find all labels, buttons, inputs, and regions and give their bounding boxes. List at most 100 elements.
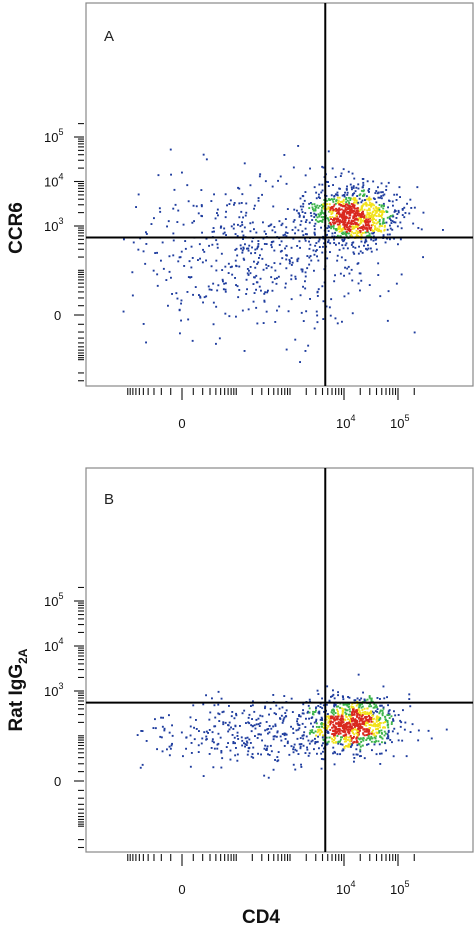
data-point bbox=[376, 706, 378, 709]
data-point bbox=[333, 704, 336, 707]
data-point bbox=[316, 255, 318, 258]
data-point bbox=[365, 198, 368, 201]
data-point bbox=[145, 231, 147, 234]
data-point bbox=[253, 724, 256, 727]
data-point bbox=[253, 710, 256, 713]
data-point bbox=[366, 737, 369, 740]
data-point bbox=[335, 193, 338, 196]
data-point bbox=[377, 191, 380, 194]
data-point bbox=[347, 736, 350, 739]
data-point bbox=[369, 703, 371, 706]
data-point bbox=[332, 746, 335, 749]
data-point bbox=[371, 737, 374, 740]
data-point bbox=[293, 743, 296, 746]
data-point bbox=[203, 731, 206, 734]
data-point bbox=[307, 710, 309, 713]
data-point bbox=[366, 224, 369, 227]
data-point bbox=[375, 215, 378, 217]
data-point bbox=[367, 189, 370, 192]
data-point bbox=[308, 752, 311, 755]
data-point bbox=[308, 202, 311, 205]
data-point bbox=[316, 689, 319, 692]
data-point bbox=[349, 716, 352, 719]
data-point bbox=[330, 225, 333, 228]
data-point bbox=[401, 214, 404, 216]
data-point bbox=[360, 279, 363, 282]
data-point bbox=[368, 695, 371, 697]
data-point bbox=[379, 223, 381, 225]
data-point bbox=[160, 736, 163, 739]
data-point bbox=[371, 718, 374, 720]
data-point bbox=[375, 242, 377, 245]
data-point bbox=[369, 220, 372, 223]
data-point bbox=[360, 713, 363, 716]
data-point bbox=[351, 720, 353, 723]
data-point bbox=[302, 737, 305, 740]
data-point bbox=[273, 277, 276, 280]
data-point bbox=[347, 208, 349, 210]
data-point bbox=[361, 721, 364, 724]
data-point bbox=[372, 711, 375, 714]
data-point bbox=[332, 205, 335, 208]
data-point bbox=[233, 223, 235, 226]
data-point bbox=[357, 231, 360, 233]
data-point bbox=[361, 722, 364, 725]
data-point bbox=[322, 206, 325, 209]
y-tick-label-exponent: 5 bbox=[58, 127, 63, 137]
data-point bbox=[400, 721, 403, 724]
y-tick-label: 0 bbox=[54, 308, 61, 323]
data-point bbox=[342, 200, 345, 202]
data-point bbox=[361, 199, 364, 202]
data-point bbox=[355, 207, 357, 210]
data-point bbox=[341, 717, 344, 720]
data-point bbox=[348, 214, 351, 217]
data-point bbox=[184, 247, 187, 250]
data-point bbox=[387, 704, 389, 707]
data-point bbox=[221, 269, 224, 271]
data-point bbox=[261, 193, 263, 196]
data-point bbox=[352, 245, 355, 248]
data-point bbox=[401, 208, 404, 210]
data-point bbox=[275, 282, 278, 285]
data-point bbox=[179, 332, 181, 335]
data-point bbox=[363, 698, 366, 701]
data-point bbox=[321, 251, 324, 254]
data-point bbox=[360, 706, 363, 709]
data-point bbox=[272, 725, 275, 728]
data-point bbox=[255, 288, 257, 291]
data-point bbox=[333, 242, 336, 244]
data-point bbox=[281, 222, 284, 225]
data-point bbox=[357, 183, 360, 186]
data-point bbox=[228, 315, 231, 318]
data-point bbox=[327, 740, 330, 743]
data-point bbox=[341, 221, 343, 224]
data-point bbox=[370, 710, 372, 713]
data-point bbox=[358, 710, 361, 713]
data-point bbox=[310, 740, 313, 743]
data-point bbox=[387, 735, 390, 737]
data-point bbox=[281, 733, 284, 735]
data-point bbox=[348, 216, 351, 219]
data-point bbox=[321, 707, 324, 710]
data-point bbox=[341, 720, 344, 723]
data-point bbox=[222, 723, 225, 726]
data-point bbox=[284, 231, 287, 234]
data-point bbox=[377, 723, 380, 726]
data-point bbox=[358, 716, 361, 719]
data-point bbox=[327, 724, 330, 727]
data-point bbox=[376, 697, 379, 699]
data-point bbox=[422, 211, 425, 214]
data-point bbox=[367, 737, 370, 739]
data-point bbox=[376, 708, 379, 710]
data-point bbox=[317, 705, 320, 707]
data-point bbox=[343, 215, 345, 218]
data-point bbox=[260, 248, 263, 251]
data-point bbox=[257, 733, 260, 736]
data-point bbox=[318, 215, 321, 218]
data-point bbox=[300, 311, 303, 314]
data-point bbox=[251, 753, 254, 755]
data-point bbox=[257, 245, 260, 248]
data-point bbox=[230, 715, 233, 718]
data-point bbox=[301, 211, 304, 213]
